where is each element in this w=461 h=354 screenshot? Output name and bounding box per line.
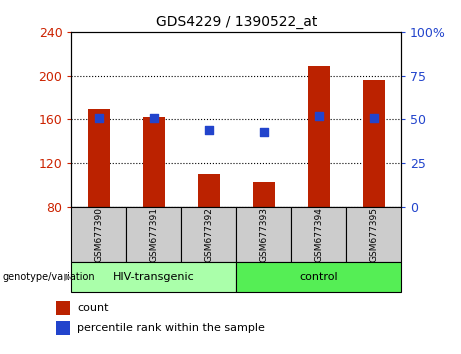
Point (95, 115, 103, 121)
Point (260, 129, 267, 135)
Bar (126, 207, 181, 262)
Text: control: control (299, 272, 338, 282)
Text: ▶: ▶ (64, 272, 71, 282)
Point (370, 115, 377, 121)
Text: count: count (77, 303, 109, 313)
Bar (88, 109, 110, 207)
Bar (236, 207, 291, 262)
Text: GSM677391: GSM677391 (149, 207, 159, 262)
Bar (143, 117, 165, 207)
Point (205, 127, 213, 133)
Bar (71, 207, 126, 262)
Bar (71, 262, 236, 292)
Text: genotype/variation: genotype/variation (2, 272, 95, 282)
Bar (307, 66, 330, 207)
Text: HIV-transgenic: HIV-transgenic (113, 272, 195, 282)
Bar (57, 321, 71, 335)
Point (150, 115, 158, 121)
Bar (253, 182, 275, 207)
Text: GSM677393: GSM677393 (259, 207, 268, 262)
Point (315, 113, 322, 119)
Text: GSM677392: GSM677392 (204, 207, 213, 262)
Title: GDS4229 / 1390522_at: GDS4229 / 1390522_at (155, 16, 317, 29)
Text: GSM677390: GSM677390 (95, 207, 103, 262)
Bar (236, 262, 401, 292)
Bar (57, 301, 71, 315)
Text: GSM677395: GSM677395 (369, 207, 378, 262)
Text: percentile rank within the sample: percentile rank within the sample (77, 323, 265, 333)
Bar (181, 207, 236, 262)
Text: GSM677394: GSM677394 (314, 207, 323, 262)
Bar (346, 207, 401, 262)
Bar (363, 80, 384, 207)
Bar (291, 207, 346, 262)
Bar (198, 174, 220, 207)
